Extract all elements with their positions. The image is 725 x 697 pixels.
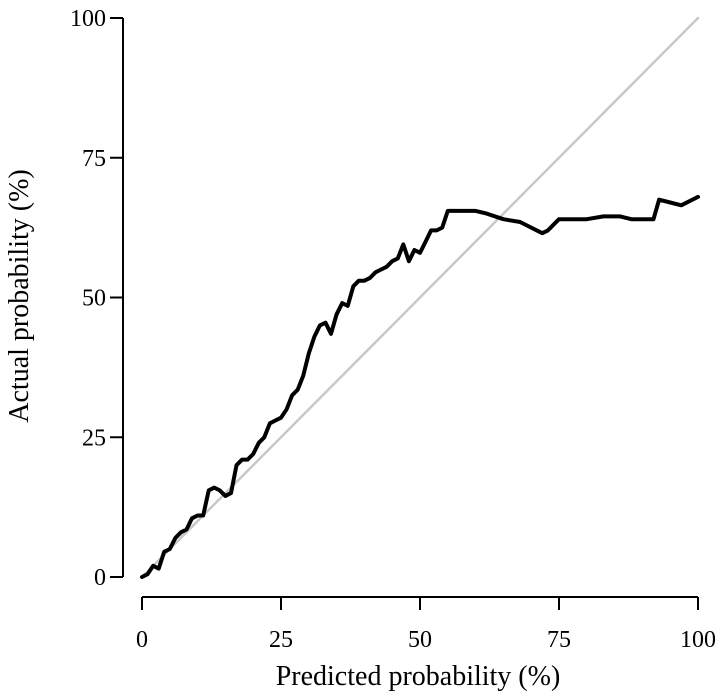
- x-tick-label: 25: [269, 627, 293, 653]
- x-tick-label: 100: [680, 627, 716, 653]
- y-tick-label: 25: [82, 425, 106, 451]
- x-axis-title: Predicted probability (%): [276, 661, 561, 692]
- plot-area: [140, 16, 700, 579]
- x-tick-label: 50: [408, 627, 432, 653]
- x-tick-label: 0: [136, 627, 148, 653]
- y-axis-title: Actual probability (%): [4, 169, 35, 422]
- y-tick-label: 75: [82, 146, 106, 172]
- y-tick-label: 100: [70, 6, 106, 32]
- y-tick-label: 0: [94, 565, 106, 591]
- axes: 0 25 50 75 100 0 25 50 75 100: [70, 6, 716, 653]
- y-tick-label: 50: [82, 286, 106, 312]
- calibration-curve-line: [140, 194, 700, 579]
- x-tick-label: 75: [547, 627, 571, 653]
